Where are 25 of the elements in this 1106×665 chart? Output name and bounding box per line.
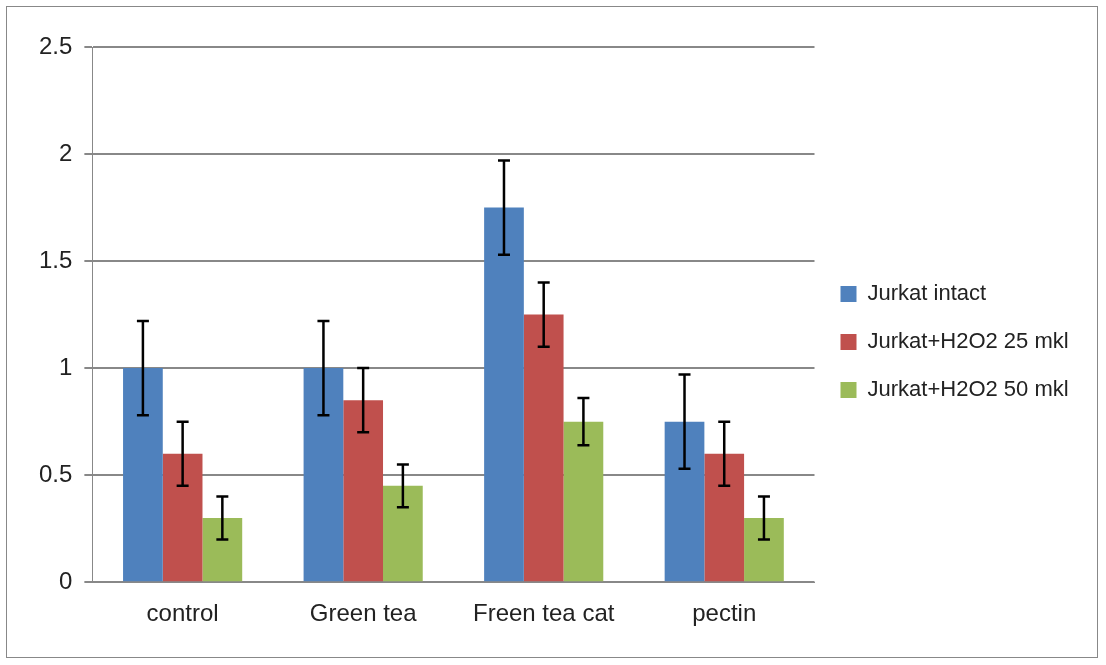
x-tick-label: Green tea	[309, 599, 418, 627]
y-tick-label: 2	[59, 138, 73, 166]
y-tick-label: 2.5	[38, 31, 73, 59]
bar	[664, 421, 705, 582]
x-tick-label: pectin	[692, 599, 757, 627]
legend-label: Jurkat+H2O2 50 mkl	[867, 376, 1069, 402]
bar	[704, 453, 745, 582]
y-tick-label: 1.5	[38, 245, 73, 273]
bar	[202, 517, 243, 582]
bar	[744, 517, 784, 582]
x-tick-label: Freen tea cat	[472, 599, 615, 627]
y-tick-label: 0	[59, 566, 73, 594]
bar	[162, 453, 203, 582]
bar	[343, 400, 384, 582]
y-tick-label: 0.5	[38, 459, 73, 487]
x-tick-label: control	[146, 599, 219, 627]
bar	[523, 314, 564, 582]
legend-label: Jurkat intact	[867, 280, 987, 306]
bar	[303, 368, 344, 582]
bar	[123, 368, 163, 582]
legend-label: Jurkat+H2O2 25 mkl	[867, 328, 1069, 354]
bar	[563, 421, 604, 582]
bar	[484, 207, 524, 582]
bar	[383, 485, 423, 582]
y-tick-label: 1	[59, 352, 73, 380]
